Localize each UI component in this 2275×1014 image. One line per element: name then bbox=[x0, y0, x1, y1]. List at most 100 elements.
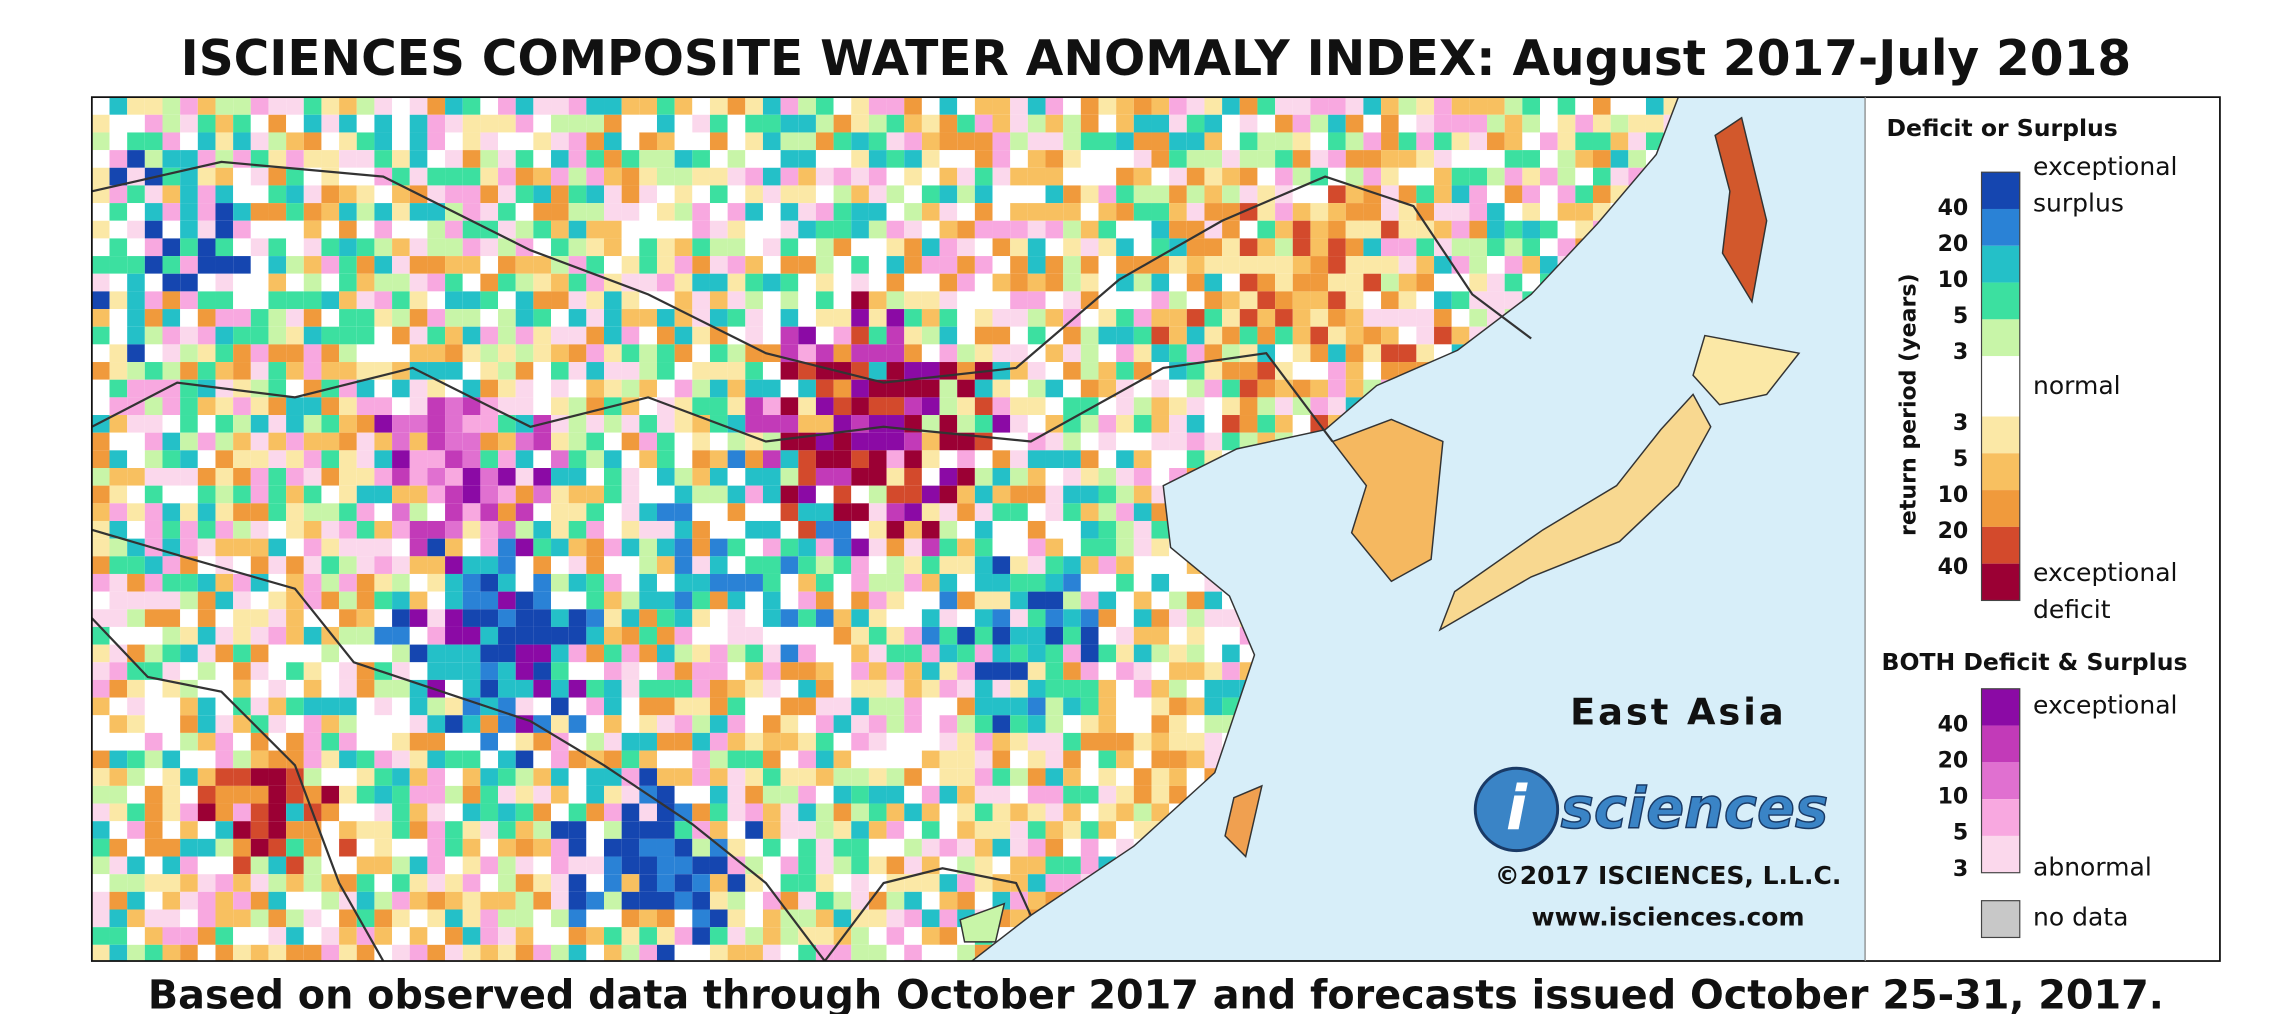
legend-label: no data bbox=[2033, 902, 2128, 931]
map-cell bbox=[1204, 220, 1223, 239]
map-cell bbox=[250, 114, 269, 133]
map-cell bbox=[197, 662, 216, 680]
map-cell bbox=[604, 891, 622, 910]
map-cell bbox=[374, 909, 393, 928]
map-cell bbox=[1063, 768, 1081, 786]
map-cell bbox=[1063, 503, 1081, 521]
map-cell bbox=[91, 114, 110, 133]
map-cell bbox=[939, 432, 958, 451]
map-cell bbox=[127, 220, 145, 239]
map-cell bbox=[1045, 167, 1064, 186]
map-cell bbox=[1027, 750, 1046, 769]
map-cell bbox=[1063, 626, 1081, 645]
map-cell bbox=[868, 838, 887, 857]
map-cell bbox=[621, 803, 640, 822]
legend-swatch bbox=[1981, 282, 2020, 320]
map-cell bbox=[692, 626, 710, 645]
map-cell bbox=[356, 732, 375, 751]
map-cell bbox=[1116, 362, 1134, 380]
map-cell bbox=[551, 167, 569, 186]
map-cell bbox=[409, 715, 428, 733]
map-cell bbox=[1292, 238, 1311, 257]
map-cell bbox=[462, 291, 481, 310]
map-cell bbox=[533, 326, 552, 345]
map-cell bbox=[1010, 256, 1028, 274]
map-cell bbox=[162, 520, 181, 539]
map-cell bbox=[321, 326, 340, 345]
map-cell bbox=[904, 397, 922, 416]
map-cell bbox=[1133, 644, 1152, 663]
map-cell bbox=[127, 821, 145, 839]
map-cell bbox=[1522, 238, 1541, 257]
map-cell bbox=[1345, 238, 1364, 257]
map-cell bbox=[1133, 556, 1152, 574]
map-cell bbox=[1133, 662, 1152, 680]
map-cell bbox=[1222, 273, 1240, 292]
map-cell bbox=[392, 503, 410, 521]
map-cell bbox=[1381, 256, 1399, 274]
map-cell bbox=[798, 185, 816, 204]
map-cell bbox=[1045, 556, 1064, 574]
map-cell bbox=[604, 344, 622, 363]
map-cell bbox=[551, 150, 569, 168]
map-cell bbox=[374, 309, 393, 327]
map-cell bbox=[1292, 326, 1311, 345]
map-cell bbox=[1169, 97, 1187, 115]
map-cell bbox=[604, 362, 622, 380]
map-cell bbox=[762, 626, 781, 645]
map-cell bbox=[1080, 768, 1099, 786]
map-cell bbox=[1133, 203, 1152, 221]
legend-frame bbox=[1980, 171, 2021, 602]
map-cell bbox=[974, 309, 993, 327]
map-cell bbox=[656, 415, 675, 433]
map-cell bbox=[109, 821, 128, 839]
map-cell bbox=[303, 768, 322, 786]
map-cell bbox=[745, 732, 763, 751]
map-cell bbox=[127, 415, 145, 433]
border bbox=[823, 867, 1032, 962]
map-cell bbox=[1575, 167, 1593, 186]
map-cell bbox=[286, 626, 304, 645]
map-cell bbox=[250, 803, 269, 822]
map-cell bbox=[1416, 203, 1435, 221]
map-cell bbox=[498, 556, 516, 574]
map-cell bbox=[197, 291, 216, 310]
map-cell bbox=[780, 132, 799, 151]
map-cell bbox=[921, 291, 940, 310]
map-cell bbox=[727, 468, 746, 486]
map-cell bbox=[409, 503, 428, 521]
map-cell bbox=[303, 220, 322, 239]
map-cell bbox=[1151, 167, 1170, 186]
map-cell bbox=[374, 520, 393, 539]
map-cell bbox=[727, 644, 746, 663]
map-cell bbox=[1222, 662, 1240, 680]
map-cell bbox=[727, 220, 746, 239]
map-cell bbox=[1151, 256, 1170, 274]
map-cell bbox=[144, 927, 163, 945]
map-cell bbox=[127, 715, 145, 733]
map-cell bbox=[762, 927, 781, 945]
map-cell bbox=[427, 256, 446, 274]
map-cell bbox=[921, 750, 940, 769]
map-cell bbox=[604, 697, 622, 716]
map-cell bbox=[515, 309, 534, 327]
map-cell bbox=[604, 556, 622, 574]
map-cell bbox=[851, 291, 869, 310]
map-cell bbox=[356, 309, 375, 327]
map-cell bbox=[1328, 132, 1346, 151]
map-cell bbox=[974, 874, 993, 892]
map-cell bbox=[957, 679, 975, 698]
map-cell bbox=[339, 503, 357, 521]
map-cell bbox=[586, 874, 605, 892]
map-cell bbox=[815, 750, 834, 769]
map-cell bbox=[586, 591, 605, 610]
map-cell bbox=[709, 573, 728, 592]
map-cell bbox=[480, 291, 499, 310]
map-cell bbox=[1010, 415, 1028, 433]
map-cell bbox=[780, 432, 799, 451]
map-cell bbox=[409, 556, 428, 574]
map-cell bbox=[1063, 114, 1081, 133]
map-cell bbox=[215, 856, 234, 875]
map-cell bbox=[180, 326, 198, 345]
map-cell bbox=[621, 556, 640, 574]
